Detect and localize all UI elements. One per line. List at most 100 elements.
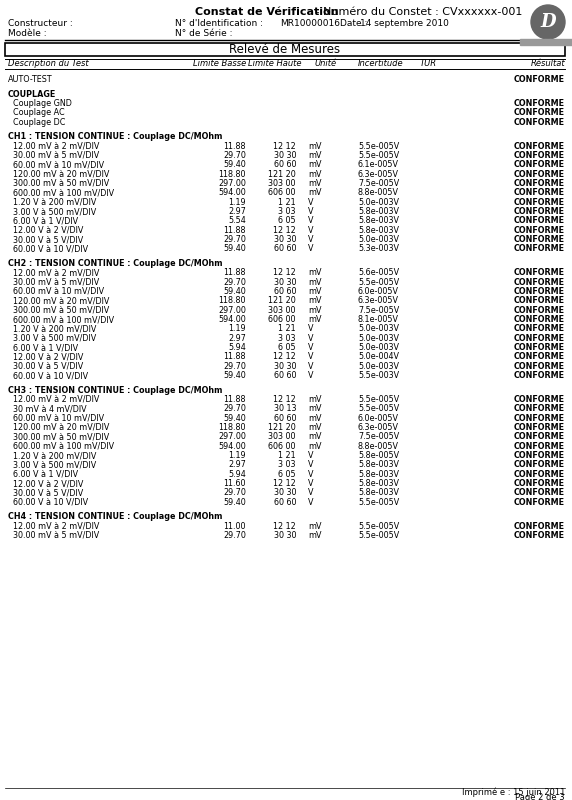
Text: 11.88: 11.88 bbox=[224, 142, 246, 150]
Text: CH4 : TENSION CONTINUE : Couplage DC/MOhm: CH4 : TENSION CONTINUE : Couplage DC/MOh… bbox=[8, 512, 223, 522]
Text: CONFORME: CONFORME bbox=[514, 404, 565, 414]
Text: V: V bbox=[308, 498, 313, 506]
Text: mV: mV bbox=[308, 170, 321, 178]
Text: 5.6e-005V: 5.6e-005V bbox=[358, 268, 399, 278]
Text: CONFORME: CONFORME bbox=[514, 432, 565, 442]
Text: 5.3e-003V: 5.3e-003V bbox=[358, 245, 399, 254]
Text: 1.20 V à 200 mV/DIV: 1.20 V à 200 mV/DIV bbox=[8, 451, 96, 460]
Text: 12.00 mV à 2 mV/DIV: 12.00 mV à 2 mV/DIV bbox=[8, 522, 100, 530]
Text: CONFORME: CONFORME bbox=[514, 287, 565, 296]
Text: V: V bbox=[308, 226, 313, 234]
Text: Date :: Date : bbox=[340, 19, 367, 29]
Text: CONFORME: CONFORME bbox=[514, 170, 565, 178]
Text: V: V bbox=[308, 207, 313, 216]
Text: 60.00 V à 10 V/DIV: 60.00 V à 10 V/DIV bbox=[8, 498, 88, 506]
Text: CH2 : TENSION CONTINUE : Couplage DC/MOhm: CH2 : TENSION CONTINUE : Couplage DC/MOh… bbox=[8, 259, 223, 268]
Text: 303 00: 303 00 bbox=[268, 179, 296, 188]
Text: CONFORME: CONFORME bbox=[514, 423, 565, 432]
Text: 6.3e-005V: 6.3e-005V bbox=[358, 423, 399, 432]
Text: 118.80: 118.80 bbox=[219, 296, 246, 306]
Text: 5.94: 5.94 bbox=[228, 470, 246, 478]
Text: 5.54: 5.54 bbox=[228, 216, 246, 226]
Text: 30.00 V à 5 V/DIV: 30.00 V à 5 V/DIV bbox=[8, 235, 84, 244]
Text: 1 21: 1 21 bbox=[279, 451, 296, 460]
Text: 5.5e-005V: 5.5e-005V bbox=[358, 404, 399, 414]
Text: 5.8e-003V: 5.8e-003V bbox=[358, 460, 399, 470]
Text: CONFORME: CONFORME bbox=[514, 334, 565, 342]
Text: mV: mV bbox=[308, 414, 321, 422]
Text: 30.00 mV à 5 mV/DIV: 30.00 mV à 5 mV/DIV bbox=[8, 531, 100, 540]
Text: 59.40: 59.40 bbox=[223, 245, 246, 254]
Text: 11.88: 11.88 bbox=[224, 226, 246, 234]
Text: CONFORME: CONFORME bbox=[514, 108, 565, 118]
Text: Limite Basse: Limite Basse bbox=[193, 59, 246, 69]
Text: CONFORME: CONFORME bbox=[514, 451, 565, 460]
Text: 2.97: 2.97 bbox=[228, 207, 246, 216]
Text: CONFORME: CONFORME bbox=[514, 522, 565, 530]
Text: V: V bbox=[308, 470, 313, 478]
Text: 12 12: 12 12 bbox=[273, 142, 296, 150]
Text: mV: mV bbox=[308, 151, 321, 160]
Text: 5.5e-005V: 5.5e-005V bbox=[358, 278, 399, 286]
Text: CONFORME: CONFORME bbox=[514, 395, 565, 404]
Text: 2.97: 2.97 bbox=[228, 460, 246, 470]
Text: CONFORME: CONFORME bbox=[514, 315, 565, 324]
Text: Description du Test: Description du Test bbox=[8, 59, 89, 69]
Text: mV: mV bbox=[308, 179, 321, 188]
Text: CONFORME: CONFORME bbox=[514, 235, 565, 244]
Text: mV: mV bbox=[308, 188, 321, 198]
Text: 3.00 V à 500 mV/DIV: 3.00 V à 500 mV/DIV bbox=[8, 207, 96, 216]
Text: 300.00 mV à 50 mV/DIV: 300.00 mV à 50 mV/DIV bbox=[8, 179, 109, 188]
Text: 60 60: 60 60 bbox=[273, 371, 296, 380]
Text: Relevé de Mesures: Relevé de Mesures bbox=[229, 43, 340, 56]
Text: 606 00: 606 00 bbox=[268, 442, 296, 450]
Text: 59.40: 59.40 bbox=[223, 287, 246, 296]
Text: V: V bbox=[308, 479, 313, 488]
Text: CH1 : TENSION CONTINUE : Couplage DC/MOhm: CH1 : TENSION CONTINUE : Couplage DC/MOh… bbox=[8, 132, 223, 142]
Text: AUTO-TEST: AUTO-TEST bbox=[8, 75, 53, 84]
Text: 30 13: 30 13 bbox=[273, 404, 296, 414]
Text: Constructeur :: Constructeur : bbox=[8, 19, 73, 29]
Text: CONFORME: CONFORME bbox=[514, 442, 565, 450]
Text: 3.00 V à 500 mV/DIV: 3.00 V à 500 mV/DIV bbox=[8, 460, 96, 470]
Text: 3 03: 3 03 bbox=[279, 460, 296, 470]
Text: 6.0e-005V: 6.0e-005V bbox=[358, 414, 399, 422]
Text: V: V bbox=[308, 343, 313, 352]
Text: 12 12: 12 12 bbox=[273, 226, 296, 234]
Text: mV: mV bbox=[308, 160, 321, 170]
Text: - Numéro du Constet : CVxxxxxx-001: - Numéro du Constet : CVxxxxxx-001 bbox=[312, 7, 522, 17]
Text: TUR: TUR bbox=[420, 59, 437, 69]
Text: 12.00 V à 2 V/DIV: 12.00 V à 2 V/DIV bbox=[8, 353, 84, 362]
Text: 60.00 V à 10 V/DIV: 60.00 V à 10 V/DIV bbox=[8, 371, 88, 380]
Text: CONFORME: CONFORME bbox=[514, 207, 565, 216]
Text: 297.00: 297.00 bbox=[218, 179, 246, 188]
Text: 5.0e-003V: 5.0e-003V bbox=[358, 198, 399, 206]
Text: 8.8e-005V: 8.8e-005V bbox=[358, 188, 399, 198]
Text: 5.0e-004V: 5.0e-004V bbox=[358, 353, 399, 362]
Text: 60.00 mV à 10 mV/DIV: 60.00 mV à 10 mV/DIV bbox=[8, 414, 104, 422]
Text: CONFORME: CONFORME bbox=[514, 531, 565, 540]
Text: Couplage AC: Couplage AC bbox=[8, 108, 65, 118]
Text: 6.3e-005V: 6.3e-005V bbox=[358, 170, 399, 178]
Text: 594.00: 594.00 bbox=[219, 188, 246, 198]
Text: 5.5e-005V: 5.5e-005V bbox=[358, 522, 399, 530]
Text: 8.8e-005V: 8.8e-005V bbox=[358, 442, 399, 450]
Text: 5.0e-003V: 5.0e-003V bbox=[358, 334, 399, 342]
Text: Couplage DC: Couplage DC bbox=[8, 118, 65, 126]
Text: V: V bbox=[308, 371, 313, 380]
Text: 29.70: 29.70 bbox=[223, 151, 246, 160]
Text: mV: mV bbox=[308, 531, 321, 540]
Text: 3.00 V à 500 mV/DIV: 3.00 V à 500 mV/DIV bbox=[8, 334, 96, 342]
Text: 6.00 V à 1 V/DIV: 6.00 V à 1 V/DIV bbox=[8, 216, 78, 226]
Text: V: V bbox=[308, 451, 313, 460]
Text: 60.00 mV à 10 mV/DIV: 60.00 mV à 10 mV/DIV bbox=[8, 160, 104, 170]
Circle shape bbox=[531, 5, 565, 39]
Text: CONFORME: CONFORME bbox=[514, 324, 565, 334]
Text: 29.70: 29.70 bbox=[223, 404, 246, 414]
Text: 120.00 mV à 20 mV/DIV: 120.00 mV à 20 mV/DIV bbox=[8, 423, 109, 432]
Text: 30.00 V à 5 V/DIV: 30.00 V à 5 V/DIV bbox=[8, 362, 84, 370]
Text: 59.40: 59.40 bbox=[223, 371, 246, 380]
Text: CONFORME: CONFORME bbox=[514, 179, 565, 188]
Text: Couplage GND: Couplage GND bbox=[8, 99, 72, 108]
Text: 606 00: 606 00 bbox=[268, 188, 296, 198]
